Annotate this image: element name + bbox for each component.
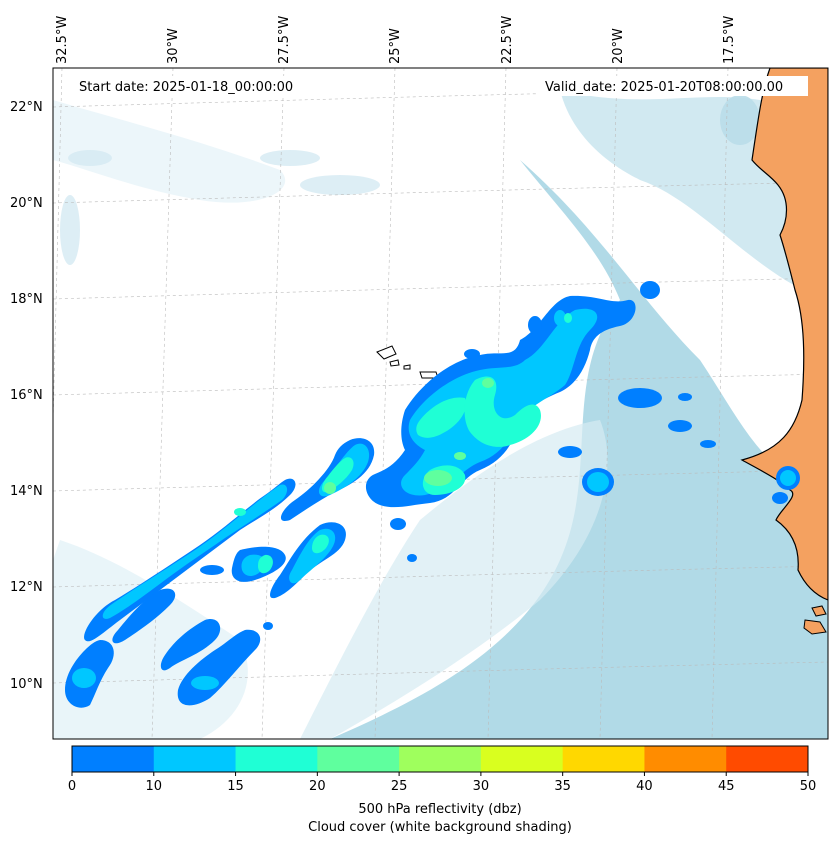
lon-label: 32.5°W	[55, 16, 70, 64]
latitude-labels: 22°N 20°N 18°N 16°N 14°N 12°N 10°N	[10, 100, 43, 692]
lat-label: 12°N	[10, 580, 43, 595]
cloud-haze-1	[300, 420, 608, 739]
reflectivity-20-25	[324, 378, 494, 494]
colorbar-frame	[71, 745, 809, 773]
start-date-text: Start date: 2025-01-18_00:00:00	[79, 80, 293, 95]
lon-label: 25°W	[388, 28, 403, 64]
cloud-patch	[60, 195, 80, 265]
colorbar-segment	[399, 746, 482, 772]
colorbar-segments	[72, 746, 809, 772]
lon-label: 17.5°W	[722, 16, 737, 64]
cloud-clear-region	[330, 160, 828, 739]
colorbar-tick-label: 25	[391, 779, 408, 794]
colorbar-segment	[480, 746, 564, 772]
start-date-box: Start date: 2025-01-18_00:00:00	[72, 76, 318, 96]
map-frame	[52, 67, 829, 740]
lat-label: 18°N	[10, 292, 43, 307]
africa-land	[740, 68, 828, 601]
colorbar-tick-label: 15	[227, 779, 244, 794]
cloud-patch	[68, 150, 112, 166]
cloud-patch	[260, 150, 320, 166]
lon-label: 30°W	[166, 28, 181, 64]
lat-label: 10°N	[10, 677, 43, 692]
colorbar-tick-label: 40	[636, 779, 653, 794]
colorbar-segment	[317, 746, 400, 772]
map-area	[53, 68, 828, 739]
colorbar-tick-label: 0	[68, 779, 76, 794]
colorbar-label-line2: Cloud cover (white background shading)	[308, 820, 572, 835]
colorbar-segment	[726, 746, 809, 772]
colorbar-segment	[644, 746, 727, 772]
cloud-patch	[300, 175, 380, 195]
lat-label: 20°N	[10, 196, 43, 211]
colorbar: 0 10 15 20 25 30 35 40 45 50 500 hPa reflectivity…	[68, 745, 816, 835]
lon-label: 27.5°W	[277, 16, 292, 64]
colorbar-tick-label: 50	[800, 779, 817, 794]
colorbar-tick-label: 35	[554, 779, 571, 794]
colorbar-segment	[72, 746, 155, 772]
colorbar-tick-label: 45	[718, 779, 735, 794]
colorbar-segment	[153, 746, 237, 772]
colorbar-segment	[235, 746, 318, 772]
colorbar-tick-label: 20	[309, 779, 326, 794]
lat-label: 14°N	[10, 484, 43, 499]
lon-label: 20°W	[611, 28, 626, 64]
colorbar-tick-label: 30	[473, 779, 490, 794]
lon-label: 22.5°W	[500, 16, 515, 64]
longitude-labels: 32.5°W 30°W 27.5°W 25°W 22.5°W 20°W 17.5…	[55, 16, 737, 64]
cloud-patch	[720, 95, 760, 145]
colorbar-ticks: 0 10 15 20 25 30 35 40 45 50	[68, 772, 816, 794]
lat-label: 16°N	[10, 388, 43, 403]
colorbar-tick-label: 10	[146, 779, 163, 794]
valid-date-box: Valid_date: 2025-01-20T08:00:00.00	[538, 76, 808, 96]
colorbar-label-line1: 500 hPa reflectivity (dbz)	[358, 802, 521, 817]
lat-label: 22°N	[10, 100, 43, 115]
colorbar-segment	[562, 746, 645, 772]
reflectivity-field	[65, 281, 800, 708]
land-island-south2	[811, 605, 827, 617]
valid-date-text: Valid_date: 2025-01-20T08:00:00.00	[545, 80, 783, 95]
cloud-haze-3	[53, 100, 286, 203]
land-island-south	[803, 619, 827, 635]
